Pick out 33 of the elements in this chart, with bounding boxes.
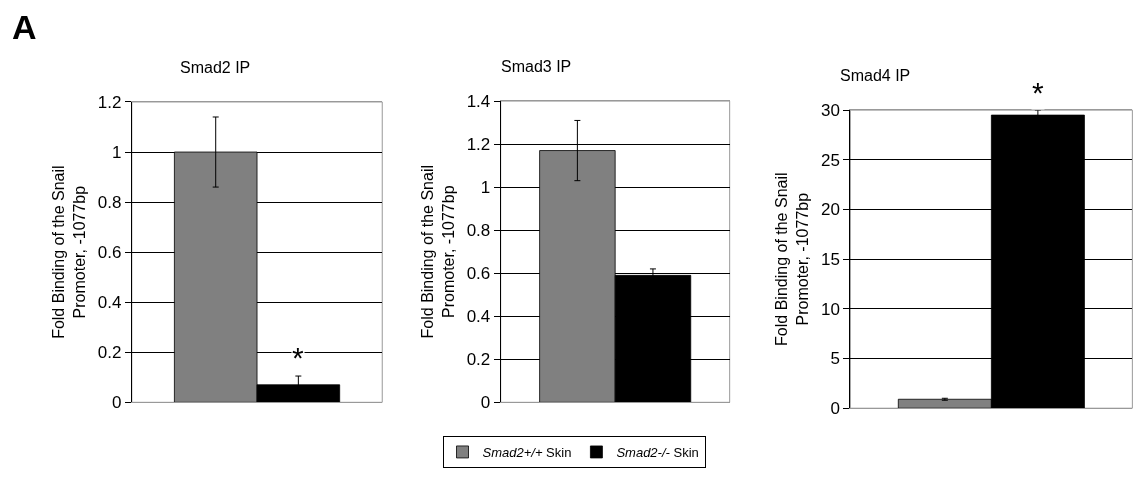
chart-title: Smad3 IP	[501, 58, 572, 75]
y-tick-label: 25	[821, 150, 840, 170]
y-tick-label: 1.2	[466, 135, 491, 155]
y-tick-label: 1	[111, 142, 122, 162]
y-tick-label: 0.2	[97, 343, 122, 363]
y-tick-label: 0	[111, 393, 122, 413]
annotation: *	[292, 341, 304, 374]
y-tick-label: 1.4	[466, 92, 491, 112]
y-tick-label: 1.2	[97, 92, 122, 112]
y-axis-title: Fold Binding of the Snail Promoter, -1077bp	[418, 164, 457, 339]
annotation: *	[1032, 76, 1044, 109]
y-tick-label: 5	[830, 349, 840, 369]
text: A	[12, 8, 37, 46]
legend-label: Smad2-/- Skin	[616, 445, 699, 461]
chart-title: Smad2 IP	[180, 59, 251, 76]
y-tick-label: 0	[480, 393, 491, 413]
y-tick-label: 10	[821, 299, 840, 319]
y-tick-label: 20	[821, 200, 840, 220]
y-tick-label: 0.2	[466, 350, 491, 370]
y-tick-label: 0.6	[466, 264, 491, 284]
y-tick-label: 0.4	[466, 307, 491, 327]
y-tick-label: 30	[821, 101, 840, 121]
y-tick-label: 1	[480, 178, 491, 198]
y-tick-label: 0.4	[97, 293, 122, 313]
y-axis-title: Fold Binding of the Snail Promoter, -1077bp	[773, 172, 811, 346]
y-tick-label: 0.8	[97, 193, 122, 213]
y-tick-label: 15	[821, 250, 840, 270]
legend-label: Smad2+/+ Skin	[482, 445, 572, 461]
y-tick-label: 0.8	[466, 221, 491, 241]
y-axis-title: Fold Binding of the Snail Promoter, -1077bp	[49, 165, 88, 339]
y-tick-label: 0	[830, 399, 840, 419]
chart-title: Smad4 IP	[840, 67, 911, 84]
y-tick-label: 0.6	[97, 243, 122, 263]
